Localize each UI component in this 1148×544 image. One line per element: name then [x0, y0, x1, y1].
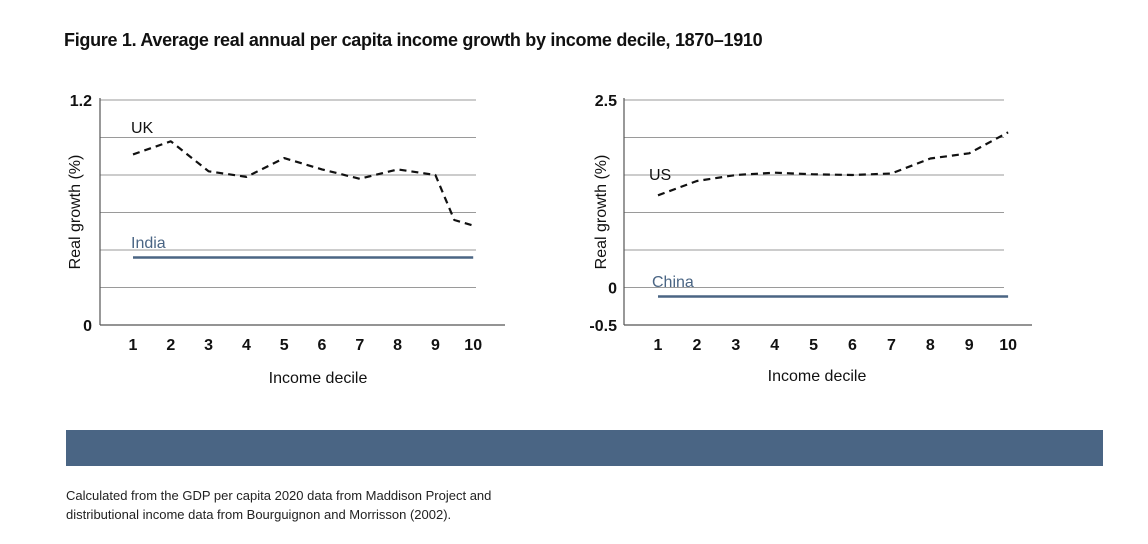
y-tick-label: 0 [83, 318, 92, 335]
series-label: US [649, 167, 671, 184]
x-tick-label: 3 [731, 337, 740, 354]
decorative-band [66, 430, 1103, 466]
x-tick-label: 5 [280, 337, 289, 354]
series-label: China [652, 274, 694, 291]
x-tick-label: 7 [355, 337, 364, 354]
x-tick-label: 5 [809, 337, 818, 354]
y-tick-label: -0.5 [589, 318, 617, 335]
x-tick-label: 7 [887, 337, 896, 354]
x-tick-label: 10 [999, 337, 1017, 354]
source-line-1: Calculated from the GDP per capita 2020 … [66, 488, 492, 503]
series-label: India [131, 235, 166, 252]
x-tick-label: 9 [431, 337, 440, 354]
figure-title: Figure 1. Average real annual per capita… [64, 30, 763, 50]
x-axis-label: Income decile [269, 370, 368, 387]
x-tick-label: 1 [654, 337, 663, 354]
x-tick-label: 4 [770, 337, 779, 354]
source-line-2: distributional income data from Bourguig… [66, 507, 452, 522]
y-tick-label: 0 [608, 281, 617, 298]
x-tick-label: 4 [242, 337, 251, 354]
x-tick-label: 1 [129, 337, 138, 354]
x-axis-label: Income decile [768, 368, 867, 385]
series-line-us [657, 131, 1009, 197]
x-tick-label: 6 [318, 337, 327, 354]
y-tick-label: 2.5 [595, 93, 617, 110]
x-tick-label: 2 [166, 337, 175, 354]
y-axis-label: Real growth (%) [593, 155, 610, 270]
x-tick-label: 2 [692, 337, 701, 354]
series-label: UK [131, 120, 154, 137]
y-axis-label: Real growth (%) [67, 155, 84, 270]
source-note: Calculated from the GDP per capita 2020 … [66, 486, 491, 524]
x-tick-label: 8 [393, 337, 402, 354]
y-tick-label: 1.2 [70, 93, 92, 110]
x-tick-label: 8 [926, 337, 935, 354]
x-tick-label: 6 [848, 337, 857, 354]
series-line-uk [132, 140, 474, 227]
x-tick-label: 10 [464, 337, 482, 354]
x-tick-label: 9 [965, 337, 974, 354]
x-tick-label: 3 [204, 337, 213, 354]
